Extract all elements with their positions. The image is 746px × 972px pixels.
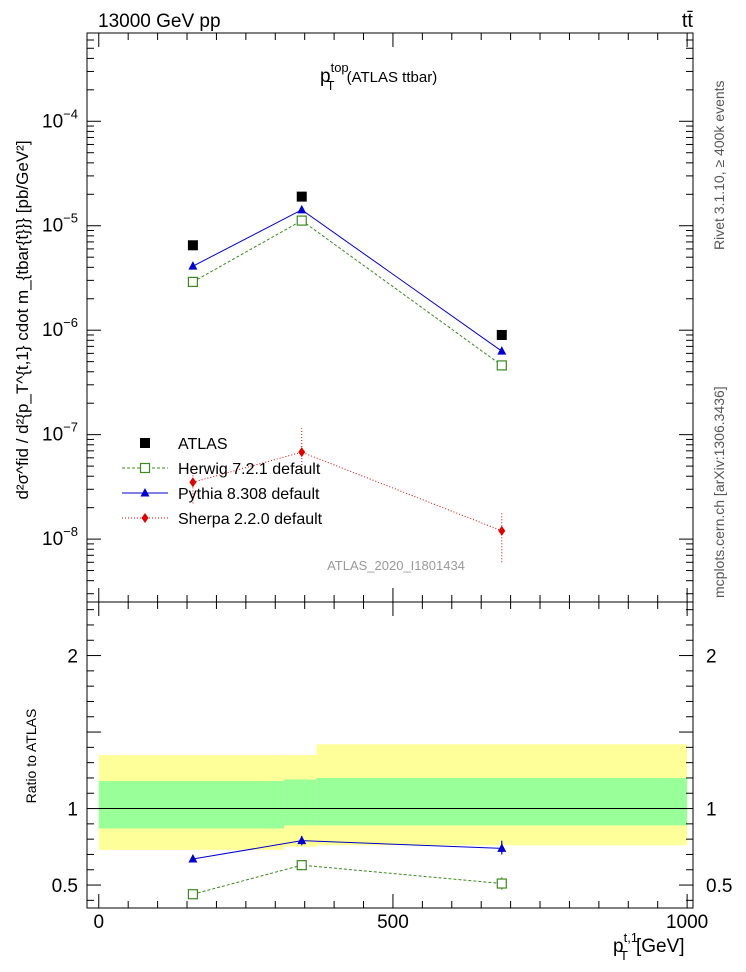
header-left: 13000 GeV pp — [98, 11, 221, 32]
analysis-watermark: ATLAS_2020_I1801434 — [327, 558, 465, 573]
data-point — [187, 276, 199, 287]
y-tick-label: 10−4 — [42, 106, 78, 132]
data-point — [296, 215, 307, 226]
ratio-series — [187, 835, 507, 900]
ratio-bands — [98, 744, 688, 850]
data-point — [189, 477, 197, 488]
legend-entry: Herwig 7.2.1 default — [178, 461, 321, 478]
ratio-data-point — [296, 860, 307, 871]
x-tick-label: 0 — [93, 912, 104, 933]
legend-entry: Sherpa 2.2.0 default — [178, 511, 323, 528]
data-point — [188, 261, 198, 270]
ratio-data-point — [497, 843, 507, 852]
main-panel: 10−810−710−610−510−4 ptop T (ATLAS ttbar) … — [13, 32, 694, 603]
ratio-y-tick-label: 2 — [67, 647, 78, 668]
main-y-label: d²σ^fid / d²{p_T^{t,1} cdot m_{tbar{t}}}… — [13, 140, 32, 499]
ratio-data-point — [496, 878, 507, 889]
data-point — [298, 447, 306, 458]
ratio-y-tick-label-right: 1 — [706, 800, 717, 821]
y-tick-label: 10−8 — [42, 524, 78, 550]
version-label: Rivet 3.1.10, ≥ 400k events — [711, 80, 727, 250]
ratio-y-tick-label: 1 — [67, 800, 78, 821]
legend-marker — [140, 438, 150, 448]
ratio-data-point — [188, 854, 198, 863]
data-point — [297, 204, 307, 214]
uncertainty-band-inner — [316, 777, 688, 826]
legend-marker — [141, 513, 149, 523]
y-tick-label: 10−7 — [42, 420, 78, 446]
ratio-y-tick-label-right: 2 — [706, 647, 717, 668]
x-axis-label: pt,1 T [GeV] — [613, 930, 685, 963]
uncertainty-band-inner — [284, 779, 317, 826]
legend: ATLAS Herwig 7.2.1 default Pythia 8.308 de… — [122, 436, 323, 528]
data-point — [496, 360, 507, 371]
source-label: mcplots.cern.ch [arXiv:1306.3436] — [711, 386, 727, 598]
legend-marker — [139, 462, 151, 474]
series-line — [192, 209, 503, 352]
data-point — [497, 346, 507, 355]
main-series — [187, 191, 507, 563]
y-tick-label: 10−6 — [42, 315, 78, 341]
data-point — [187, 240, 198, 251]
ratio-data-point — [187, 889, 199, 900]
x-tick-label: 500 — [377, 912, 409, 933]
series-line — [192, 220, 503, 366]
uncertainty-band-inner — [98, 781, 285, 829]
legend-entry: Pythia 8.308 default — [178, 486, 320, 503]
ratio-y-tick-label-right: 0.5 — [706, 876, 732, 897]
ratio-x-ticks: 0 500 1000 — [93, 602, 708, 933]
ratio-series-line — [192, 864, 502, 895]
legend-marker — [140, 488, 150, 497]
main-title: ptop T (ATLAS ttbar) — [320, 60, 437, 93]
ratio-y-label: Ratio to ATLAS — [23, 709, 39, 804]
data-point — [296, 191, 307, 202]
ratio-data-point — [297, 835, 307, 845]
data-point — [498, 525, 506, 536]
x-tick-label: 1000 — [666, 912, 708, 933]
y-tick-label: 10−5 — [42, 211, 78, 237]
header-right: tt̄ — [682, 10, 694, 32]
ratio-panel: 0.5 0.5 1 1 2 2 0 500 1000 Ratio to ATLAS pt,1 T… — [23, 601, 732, 963]
ratio-frame — [86, 601, 694, 909]
ratio-y-ticks: 0.5 0.5 1 1 2 2 — [52, 609, 732, 901]
data-point — [496, 329, 507, 340]
main-y-ticks: 10−8 10−7 10−6 10−5 10−4 — [42, 32, 693, 602]
ratio-y-tick-label: 0.5 — [52, 876, 78, 897]
legend-entry: ATLAS — [178, 436, 228, 453]
